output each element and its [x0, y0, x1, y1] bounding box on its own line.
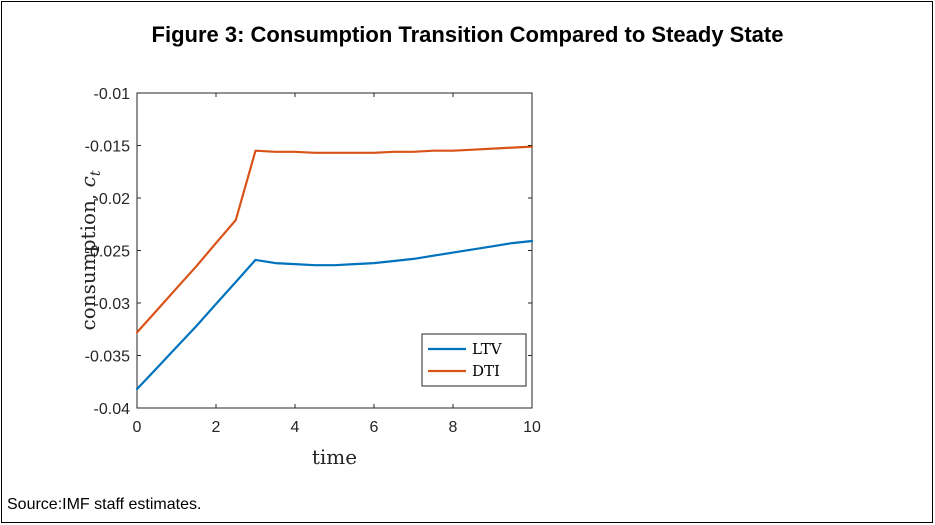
- legend-label-dti: DTI: [472, 362, 500, 380]
- series-line-ltv: [135, 239, 534, 391]
- x-tick-label: 10: [523, 419, 541, 436]
- y-tick-label: -0.01: [94, 86, 131, 103]
- x-tick-label: 0: [133, 419, 142, 436]
- x-tick-label: 4: [291, 419, 300, 436]
- source-note: Source:IMF staff estimates.: [7, 496, 202, 513]
- y-axis-label-sub: t: [88, 170, 104, 176]
- legend: LTV DTI: [421, 333, 527, 387]
- x-axis-label: time: [312, 445, 357, 469]
- y-tick-label: -0.03: [94, 296, 131, 313]
- figure-title: Figure 3: Consumption Transition Compare…: [151, 22, 784, 47]
- y-axis-label: consumption, ct: [76, 170, 104, 330]
- y-tick-label: -0.025: [85, 244, 130, 261]
- y-tick-label: -0.035: [85, 349, 130, 366]
- y-tick-label: -0.02: [94, 191, 131, 208]
- y-axis-label-main: consumption,: [76, 187, 100, 330]
- y-tick-label: -0.04: [94, 401, 131, 418]
- x-tick-label: 8: [449, 419, 458, 436]
- y-tick-label: -0.015: [85, 139, 130, 156]
- series-layer: [135, 145, 534, 391]
- series-line-dti: [135, 145, 534, 334]
- y-axis-label-var: c: [76, 176, 100, 187]
- legend-box: [421, 333, 527, 387]
- x-tick-label: 2: [212, 419, 221, 436]
- ticks-layer: 0 2 4 6 8 10 -0.04 -0.035 -0.03 -0.025 -0.02 -0.015…: [85, 86, 541, 436]
- x-tick-label: 6: [370, 419, 379, 436]
- legend-label-ltv: LTV: [472, 340, 503, 358]
